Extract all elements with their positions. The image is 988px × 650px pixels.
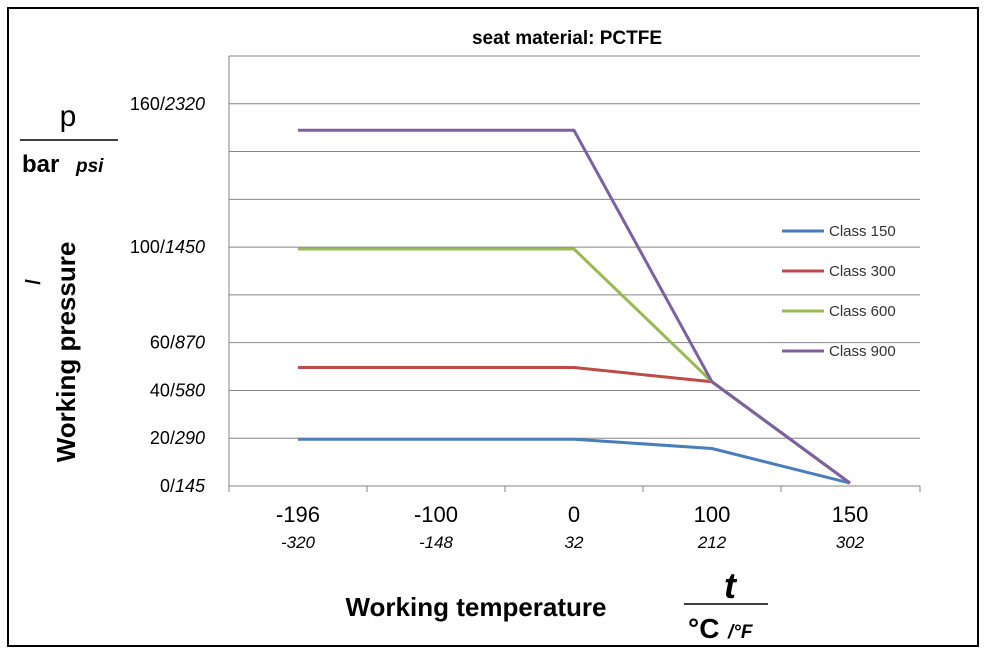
x-axis-label: Working temperature bbox=[345, 592, 606, 622]
x-tick-marks bbox=[228, 486, 921, 492]
y-tick-label: 160/2320 bbox=[130, 94, 205, 114]
x-tick-label-celsius: -196 bbox=[276, 502, 320, 527]
y-tick-psi-value: 290 bbox=[174, 428, 205, 448]
y-tick-bar-value: 0/ bbox=[160, 476, 175, 496]
y-tick-bar-value: 100/ bbox=[130, 237, 165, 257]
chart-frame bbox=[7, 7, 979, 647]
x-unit-symbol: t bbox=[724, 565, 738, 606]
y-tick-psi-value: 870 bbox=[175, 333, 205, 353]
x-tick-label-fahrenheit: -148 bbox=[419, 533, 454, 552]
x-tick-labels: -196 -320 -100 -148 0 32 100 212 150 302 bbox=[276, 502, 868, 552]
y-tick-bar-value: 40/ bbox=[150, 380, 175, 400]
y-tick-label: 40/580 bbox=[150, 380, 205, 400]
legend: Class 150 Class 300 Class 600 Class 900 bbox=[782, 223, 896, 360]
y-tick-psi-value: 1450 bbox=[165, 237, 205, 257]
y-tick-bar-value: 160/ bbox=[130, 94, 165, 114]
chart-title: seat material: PCTFE bbox=[472, 28, 662, 49]
x-tick-label-fahrenheit: 32 bbox=[565, 533, 584, 552]
x-tick-label-fahrenheit: 212 bbox=[697, 533, 727, 552]
legend-label: Class 900 bbox=[829, 343, 896, 360]
y-unit-symbol: p bbox=[60, 100, 77, 133]
grid-lines bbox=[229, 55, 920, 439]
series-line-class-150 bbox=[298, 437, 851, 485]
x-unit-celsius: °C bbox=[688, 613, 719, 644]
y-tick-label: 60/870 bbox=[150, 333, 205, 353]
legend-label: Class 300 bbox=[829, 263, 896, 280]
y-tick-psi-value: 145 bbox=[175, 476, 206, 496]
series-line-class-900 bbox=[298, 128, 851, 485]
y-tick-bar-value: 20/ bbox=[150, 428, 175, 448]
y-unit-psi: psi bbox=[75, 156, 104, 177]
x-tick-label-fahrenheit: -320 bbox=[281, 533, 316, 552]
y-tick-bar-value: 60/ bbox=[150, 333, 175, 353]
x-tick-label-fahrenheit: 302 bbox=[836, 533, 865, 552]
x-tick-label-celsius: -100 bbox=[414, 502, 458, 527]
series-lines bbox=[298, 128, 851, 485]
legend-label: Class 150 bbox=[829, 223, 896, 240]
y-tick-label: 20/290 bbox=[150, 428, 205, 448]
y-axis-label: Working pressure bbox=[51, 242, 81, 463]
x-unit-fahrenheit: /°F bbox=[727, 622, 754, 643]
y-tick-label: 0/145 bbox=[160, 476, 206, 496]
series-line-class-300 bbox=[298, 366, 851, 485]
y-unit-bar: bar bbox=[22, 151, 59, 178]
x-tick-label-celsius: 150 bbox=[832, 502, 869, 527]
y-tick-psi-value: 580 bbox=[175, 380, 205, 400]
legend-label: Class 600 bbox=[829, 303, 896, 320]
x-tick-label-celsius: 100 bbox=[694, 502, 731, 527]
y-tick-label: 100/1450 bbox=[130, 237, 205, 257]
x-tick-label-celsius: 0 bbox=[568, 502, 580, 527]
y-axis-label-separator: / bbox=[23, 279, 45, 285]
y-tick-psi-value: 2320 bbox=[164, 94, 205, 114]
y-tick-labels: 0/145 20/290 40/580 60/870 100/1450 160/2320 bbox=[130, 94, 206, 496]
